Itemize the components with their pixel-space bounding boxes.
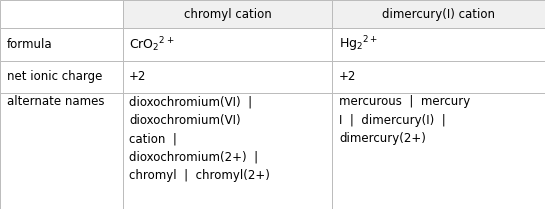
Text: dioxochromium(VI)  |
dioxochromium(VI)
cation  |
dioxochromium(2+)  |
chromyl  |: dioxochromium(VI) | dioxochromium(VI) ca…	[129, 95, 270, 182]
Text: chromyl cation: chromyl cation	[184, 8, 271, 21]
Bar	[0, 61, 123, 93]
Text: +2: +2	[129, 70, 147, 83]
Bar	[332, 61, 545, 93]
Bar	[332, 93, 545, 209]
Text: +2: +2	[339, 70, 356, 83]
Bar	[0, 28, 123, 61]
Bar	[0, 93, 123, 209]
Bar	[332, 0, 545, 28]
Bar	[123, 93, 332, 209]
Bar	[123, 0, 332, 28]
Text: Hg$_2$$^{2+}$: Hg$_2$$^{2+}$	[339, 35, 378, 54]
Text: formula: formula	[7, 38, 52, 51]
Text: net ionic charge: net ionic charge	[7, 70, 102, 83]
Bar	[0, 0, 123, 28]
Text: alternate names: alternate names	[7, 95, 104, 108]
Text: dimercury(I) cation: dimercury(I) cation	[382, 8, 495, 21]
Bar	[332, 28, 545, 61]
Text: CrO$_2$$^{2+}$: CrO$_2$$^{2+}$	[129, 35, 175, 54]
Text: mercurous  |  mercury
I  |  dimercury(I)  |
dimercury(2+): mercurous | mercury I | dimercury(I) | d…	[339, 95, 470, 145]
Bar	[123, 28, 332, 61]
Bar	[123, 61, 332, 93]
